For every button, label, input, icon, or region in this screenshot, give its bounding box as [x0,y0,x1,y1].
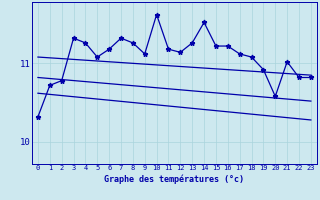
X-axis label: Graphe des températures (°c): Graphe des températures (°c) [104,174,244,184]
